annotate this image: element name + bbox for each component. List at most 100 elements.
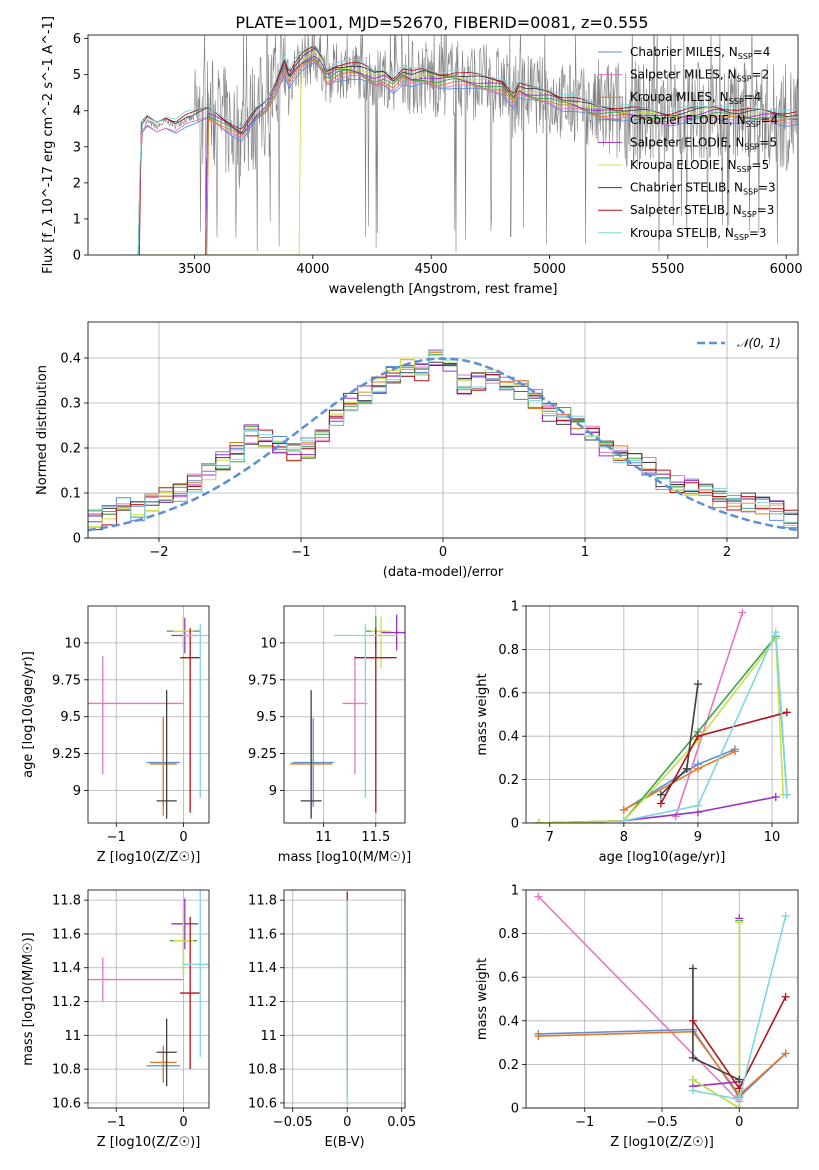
axes-frame — [283, 889, 406, 1109]
panel-weight-vs-age: 7 8 9 10 0 0.2 0.4 0.6 0.8 1 age [log10(age/yr)] ma… — [475, 600, 799, 865]
weight-marker — [781, 1049, 790, 1058]
weight-marker — [771, 628, 780, 637]
error-bar-point — [149, 1045, 177, 1080]
x-tick-label: 4500 — [415, 262, 448, 277]
weight-marker — [688, 1075, 697, 1084]
y-tick-label: 0.8 — [498, 927, 519, 942]
error-bar-point — [370, 616, 392, 668]
x-tick-label: 7 — [546, 830, 554, 845]
model-spectrum — [121, 47, 798, 255]
legend-count: =3 — [758, 181, 776, 195]
weight-marker — [693, 764, 702, 773]
model-spectrum — [121, 62, 798, 255]
y-tick-label: 0 — [511, 817, 519, 832]
legend-count: =4 — [761, 113, 779, 127]
error-bar-point — [292, 718, 335, 807]
axes-frame — [525, 605, 799, 824]
weight-series-line — [623, 631, 788, 822]
legend-count: =4 — [753, 45, 771, 59]
y-tick-label: 5 — [73, 68, 81, 83]
y-tick-label: 9 — [269, 784, 277, 799]
error-bar-point — [381, 614, 405, 651]
error-bar-point — [334, 623, 397, 798]
y-tick-label: 10.6 — [52, 1096, 81, 1111]
weight-marker — [693, 801, 702, 810]
model-spectrum — [121, 46, 797, 255]
weight-marker — [782, 708, 791, 717]
y-tick-label: 11.4 — [248, 961, 277, 976]
legend-count: =4 — [744, 90, 762, 104]
panel-age-vs-Z: −1 0 9 9.25 9.5 9.75 10 Z [log10(Z/Z☉)] age [log… — [21, 605, 210, 865]
x-tick-label: −0.5 — [646, 1115, 678, 1130]
legend-count: =3 — [749, 226, 767, 240]
y-tick-label: 11.6 — [248, 927, 277, 942]
y-tick-label: 9.75 — [52, 673, 81, 688]
y-tick-label: 3 — [73, 140, 81, 155]
residual-histogram — [88, 349, 798, 538]
y-tick-label: 1 — [511, 600, 519, 615]
weight-series-line — [674, 612, 744, 817]
axes-frame — [87, 889, 210, 1109]
y-axis-label: mass weight — [475, 958, 490, 1040]
axes-frame — [87, 321, 799, 539]
y-tick-label: 11.2 — [52, 995, 81, 1010]
legend-entry: Chabrier STELIB, NSSP=3 — [630, 181, 776, 197]
legend-entry: Kroupa ELODIE, NSSP=5 — [630, 158, 769, 174]
model-spectrum — [121, 56, 797, 255]
y-tick-label: 9.5 — [60, 710, 81, 725]
y-tick-label: 0.4 — [498, 1014, 519, 1029]
legend-entry: 𝒩(0, 1) — [737, 336, 781, 350]
weight-marker — [782, 790, 791, 799]
y-axis-label: mass [log10(M/M☉)] — [21, 932, 36, 1065]
error-bar-point — [183, 890, 209, 1058]
x-tick-label: 11.5 — [361, 830, 390, 845]
x-tick-label: 9 — [694, 830, 702, 845]
y-axis-label: mass weight — [475, 673, 490, 755]
y-tick-label: 6 — [73, 32, 81, 47]
error-bar-point — [300, 690, 322, 819]
x-tick-label: 5500 — [651, 262, 684, 277]
y-tick-label: 9.25 — [248, 747, 277, 762]
x-tick-label: −1 — [107, 1115, 126, 1130]
grid-lines — [526, 605, 798, 824]
x-tick-label: 0 — [343, 1115, 351, 1130]
weight-marker — [688, 964, 697, 973]
y-tick-label: 11.4 — [52, 961, 81, 976]
x-tick-label: −1 — [291, 545, 310, 560]
weight-marker — [735, 918, 744, 927]
y-tick-label: 10.8 — [52, 1063, 81, 1078]
x-tick-label: 0 — [179, 830, 187, 845]
y-tick-label: 0 — [73, 249, 81, 264]
weight-marker — [671, 812, 680, 821]
weight-marker — [619, 805, 628, 814]
y-tick-label: 10 — [260, 636, 277, 651]
weight-series-line — [538, 796, 776, 823]
y-tick-label: 11.8 — [52, 894, 81, 909]
y-tick-label: 11 — [260, 1029, 277, 1044]
grid-lines — [284, 606, 405, 823]
x-axis-label: age [log10(age/yr)] — [599, 850, 726, 865]
y-tick-label: 10.8 — [248, 1063, 277, 1078]
model-spectrum — [121, 58, 797, 255]
weight-marker — [735, 1104, 744, 1108]
y-tick-label: 0.2 — [498, 773, 519, 788]
y-axis-label: Flux [f_λ 10^-17 erg cm^-2 s^-1 A^-1] — [41, 16, 56, 274]
x-tick-label: 11 — [315, 830, 332, 845]
y-tick-label: 11.2 — [248, 995, 277, 1010]
y-tick-label: 10 — [64, 636, 81, 651]
y-tick-label: 0 — [73, 532, 81, 547]
legend-subscript: SSP — [737, 165, 752, 174]
legend-subscript: SSP — [734, 233, 749, 242]
error-bar-point — [180, 917, 201, 1070]
error-bar-point — [183, 623, 209, 798]
grid-lines — [88, 606, 209, 823]
weight-marker — [688, 1016, 697, 1025]
panel-weight-vs-Z: −1 −0.5 0 0 0.2 0.4 0.6 0.8 1 Z [log10(Z/Z☉)] mass… — [475, 884, 799, 1150]
weight-marker — [781, 912, 790, 921]
x-tick-label: −1 — [575, 1115, 594, 1130]
panel-age-vs-mass: 11 11.5 9 9.25 9.5 9.75 10 mass [log10(M/M☉)] — [248, 605, 411, 865]
weight-marker — [693, 732, 702, 741]
legend-count: =3 — [757, 203, 775, 217]
x-tick-label: −0.05 — [273, 1115, 313, 1130]
